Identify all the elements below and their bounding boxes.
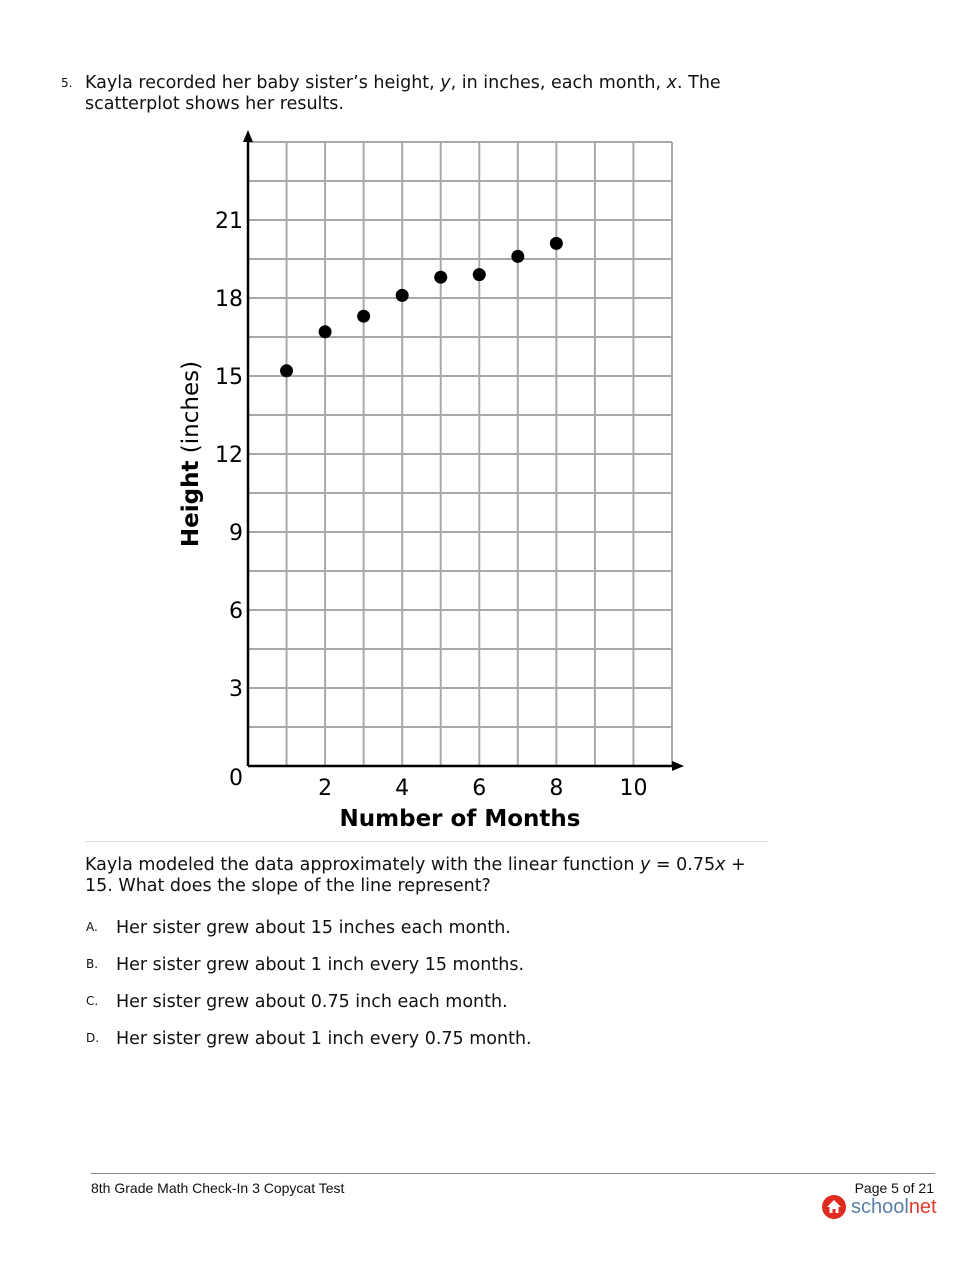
x-tick-label: 4 bbox=[395, 776, 409, 801]
logo-text-school: school bbox=[851, 1195, 909, 1218]
choice-text: Her sister grew about 1 inch every 15 mo… bbox=[116, 955, 525, 975]
x-axis-arrow-icon bbox=[672, 761, 684, 771]
choice-b[interactable]: B. Her sister grew about 1 inch every 15 … bbox=[86, 955, 524, 975]
text: = 0.75 bbox=[650, 855, 716, 875]
schoolnet-logo: schoolnet bbox=[821, 1194, 937, 1220]
y-tick-label: 9 bbox=[229, 521, 243, 546]
y-tick-label: 6 bbox=[229, 599, 243, 624]
data-point bbox=[511, 249, 525, 263]
choice-letter: D. bbox=[86, 1031, 100, 1045]
data-points bbox=[280, 236, 563, 378]
axes bbox=[243, 130, 684, 771]
var-y: y bbox=[640, 855, 651, 875]
x-tick-label: 8 bbox=[549, 776, 563, 801]
text: Kayla modeled the data approximately wit… bbox=[85, 855, 640, 875]
var-y: y bbox=[440, 73, 451, 93]
y-label-rest: (inches) bbox=[178, 361, 204, 461]
data-point bbox=[318, 325, 332, 339]
footer-rule bbox=[91, 1173, 935, 1174]
tick-labels: 2 4 6 8 10 3 6 9 12 15 18 21 0 bbox=[215, 209, 647, 801]
text: + 15. What does the slope of the line re… bbox=[85, 855, 746, 896]
data-point bbox=[434, 270, 448, 284]
data-point bbox=[472, 268, 486, 282]
y-tick-label: 12 bbox=[215, 443, 243, 468]
choice-text: Her sister grew about 0.75 inch each mon… bbox=[116, 992, 508, 1012]
choice-letter: B. bbox=[86, 957, 99, 971]
data-point bbox=[357, 309, 371, 323]
question-text: Kayla recorded her baby sister’s height,… bbox=[85, 73, 775, 115]
var-x: x bbox=[666, 73, 678, 93]
data-point bbox=[280, 364, 294, 378]
choice-d[interactable]: D. Her sister grew about 1 inch every 0.7… bbox=[86, 1029, 532, 1049]
y-label-bold: Height bbox=[178, 461, 204, 548]
y-axis-label: Height (inches) bbox=[178, 361, 204, 547]
question-number: 5. bbox=[61, 76, 73, 90]
divider bbox=[85, 841, 768, 842]
choice-c[interactable]: C. Her sister grew about 0.75 inch each m… bbox=[86, 992, 508, 1012]
footer-title: 8th Grade Math Check-In 3 Copycat Test bbox=[91, 1180, 345, 1196]
choice-a[interactable]: A. Her sister grew about 15 inches each m… bbox=[86, 918, 511, 938]
scatterplot: 2 4 6 8 10 3 6 9 12 15 18 21 0 Number of Months Heig… bbox=[178, 130, 684, 832]
logo-text-net: net bbox=[908, 1195, 937, 1218]
y-tick-label: 18 bbox=[215, 287, 243, 312]
y-axis-arrow-icon bbox=[243, 130, 253, 142]
x-axis-label: Number of Months bbox=[340, 806, 581, 832]
var-x: x bbox=[715, 855, 726, 875]
x-tick-label: 6 bbox=[472, 776, 486, 801]
choice-letter: A. bbox=[86, 920, 98, 934]
choice-text: Her sister grew about 1 inch every 0.75 … bbox=[116, 1029, 532, 1049]
x-tick-label: 2 bbox=[318, 776, 332, 801]
grid bbox=[248, 141, 673, 766]
data-point bbox=[549, 236, 563, 250]
y-tick-label: 15 bbox=[215, 365, 243, 390]
y-tick-label: 21 bbox=[215, 209, 243, 234]
choice-letter: C. bbox=[86, 994, 99, 1008]
y-tick-label: 3 bbox=[229, 677, 243, 702]
x-tick-label: 10 bbox=[619, 776, 647, 801]
page-number: Page 5 of 21 bbox=[854, 1180, 934, 1196]
data-point bbox=[395, 288, 409, 302]
text: , in inches, each month, bbox=[450, 73, 667, 93]
home-icon bbox=[822, 1195, 846, 1219]
text: Kayla recorded her baby sister’s height, bbox=[85, 73, 441, 93]
choice-text: Her sister grew about 15 inches each mon… bbox=[116, 918, 511, 938]
question-stem: Kayla modeled the data approximately wit… bbox=[85, 855, 775, 897]
text: . The scatterplot shows her results. bbox=[85, 73, 721, 114]
origin-label: 0 bbox=[229, 766, 243, 791]
